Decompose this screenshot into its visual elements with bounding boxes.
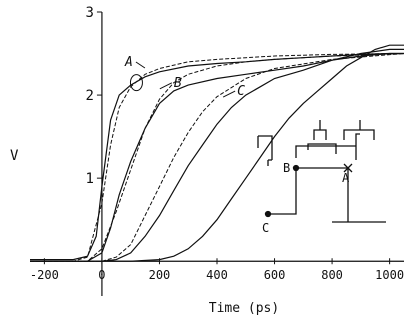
- annotation-B: B: [174, 76, 182, 91]
- axes: -200 0 200 400 600 800 1000 1 2 3: [30, 5, 404, 296]
- inset-branch-c: [268, 168, 297, 215]
- annotation-arrow: [135, 61, 146, 69]
- annotation-arrow: [222, 90, 236, 98]
- x-tick-label: 400: [206, 268, 228, 282]
- inset-left-tree: [257, 135, 273, 166]
- series-line-1: [30, 53, 405, 262]
- series-line-3: [30, 53, 405, 262]
- series-line-2: [30, 52, 404, 262]
- inset-node-a: [343, 163, 353, 173]
- x-tick-label: -200: [30, 268, 59, 282]
- x-tick-label: 0: [98, 268, 105, 282]
- inset-trunk: [295, 145, 356, 158]
- annotation-arrow: [159, 82, 173, 90]
- series-group: [30, 44, 405, 262]
- y-tick-label: 2: [85, 88, 93, 104]
- annotation-marker: [129, 74, 143, 92]
- inset-bus-b-to-a: [296, 167, 386, 223]
- inset-label-a: A: [342, 171, 350, 185]
- inset-label-c: C: [262, 221, 269, 235]
- y-axis-label: V: [10, 148, 19, 164]
- y-tick-label: 3: [85, 5, 93, 21]
- inset-label-b: B: [283, 161, 290, 175]
- inset-right-tree: [343, 120, 375, 160]
- inset-node-c: [264, 210, 272, 218]
- x-tick-label: 600: [264, 268, 286, 282]
- annotation-C: C: [237, 84, 245, 99]
- y-tick-label: 1: [85, 171, 93, 187]
- x-tick-label: 800: [321, 268, 343, 282]
- circuit-inset: [257, 120, 386, 223]
- x-tick-label: 200: [149, 268, 171, 282]
- series-line-4: [30, 48, 404, 262]
- x-tick-label: 1000: [375, 268, 404, 282]
- annotations-group: A B C: [124, 55, 245, 99]
- annotation-A: A: [124, 55, 133, 70]
- series-line-0: [30, 52, 404, 261]
- x-axis-label: Time (ps): [209, 301, 279, 316]
- series-line-5: [30, 53, 405, 262]
- inset-node-b: [292, 164, 300, 172]
- series-line-6: [30, 44, 404, 262]
- inset-mid-tree: [307, 120, 337, 154]
